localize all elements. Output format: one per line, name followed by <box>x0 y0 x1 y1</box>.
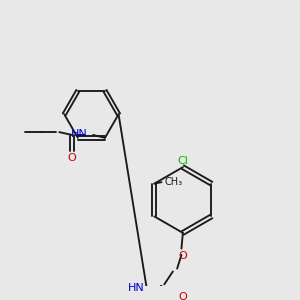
Text: O: O <box>68 153 76 163</box>
Text: HN: HN <box>71 128 88 139</box>
Text: CH₃: CH₃ <box>164 177 182 187</box>
Text: O: O <box>178 251 187 262</box>
Text: O: O <box>178 292 187 300</box>
Text: HN: HN <box>128 283 144 293</box>
Text: Cl: Cl <box>177 156 188 166</box>
